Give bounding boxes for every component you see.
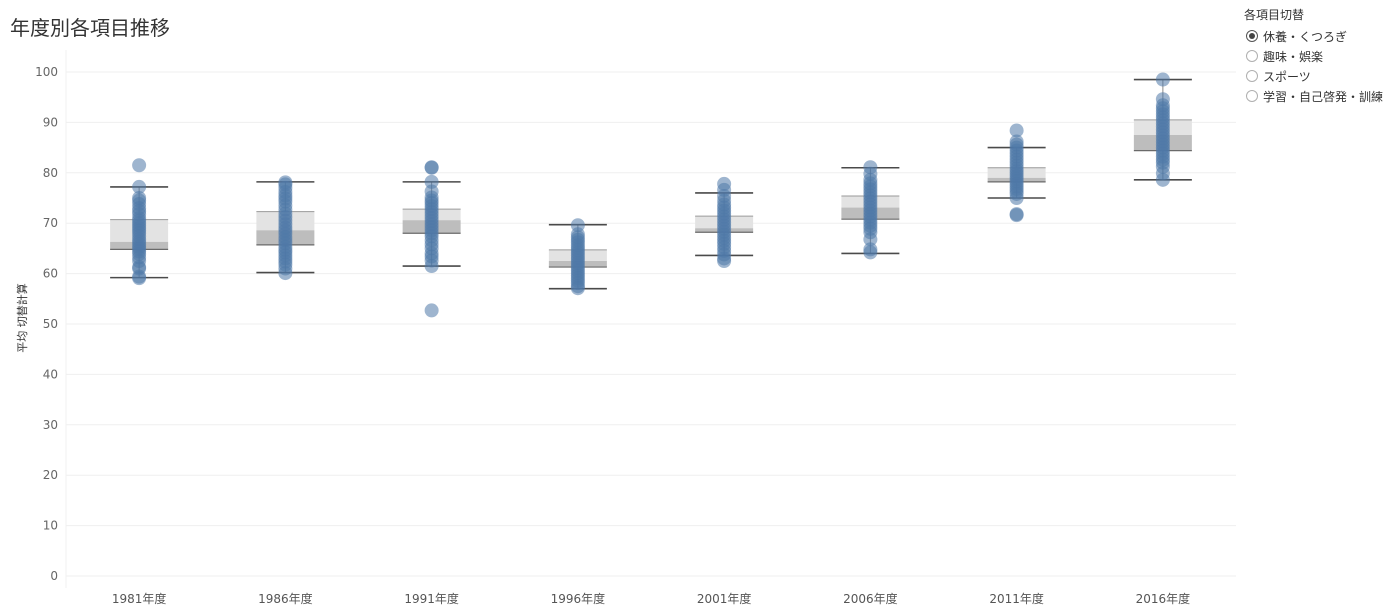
x-tick-label: 1981年度 [112, 591, 167, 606]
data-point[interactable] [863, 245, 878, 260]
x-tick-label: 1991年度 [404, 591, 459, 606]
y-tick-label: 40 [43, 367, 58, 381]
data-point[interactable] [1155, 172, 1170, 187]
data-point[interactable] [1009, 208, 1024, 223]
x-tick-label: 1986年度 [258, 591, 313, 606]
x-tick-label: 1996年度 [551, 591, 606, 606]
box-layer [110, 78, 1192, 290]
data-point[interactable] [132, 271, 147, 286]
legend-option-label: スポーツ [1263, 69, 1311, 84]
y-tick-label: 70 [43, 216, 58, 230]
data-point[interactable] [424, 174, 439, 189]
legend-option-label: 学習・自己啓発・訓練 [1263, 89, 1384, 104]
legend-option-shumi[interactable]: 趣味・娯楽 [1244, 46, 1383, 66]
x-tick-label: 2011年度 [989, 591, 1044, 606]
data-point[interactable] [278, 266, 293, 281]
radio-icon[interactable] [1246, 90, 1258, 102]
radio-icon[interactable] [1246, 30, 1258, 42]
radio-icon[interactable] [1246, 70, 1258, 82]
legend-option-label: 休養・くつろぎ [1263, 29, 1348, 44]
y-tick-label: 20 [43, 468, 58, 482]
legend-title: 各項目切替 [1244, 8, 1305, 22]
data-point[interactable] [717, 254, 732, 268]
y-tick-label: 0 [50, 569, 58, 583]
data-point[interactable] [1009, 123, 1024, 138]
y-axis-label: 平均 切替計算 [15, 283, 29, 353]
legend-option-label: 趣味・娯楽 [1263, 49, 1324, 64]
box-plot-chart: 0 10 20 30 40 50 60 70 80 90 100 1981年度 1986年度 1991年… [15, 50, 1236, 606]
item-switch-legend: 各項目切替 休養・くつろぎ 趣味・娯楽 スポーツ 学習・自己啓発・訓練 [1244, 6, 1383, 106]
data-point[interactable] [424, 160, 439, 175]
x-tick-label: 2001年度 [697, 591, 752, 606]
data-point[interactable] [424, 259, 439, 274]
y-tick-label: 90 [43, 115, 58, 129]
y-tick-label: 60 [43, 267, 58, 281]
gridlines [66, 71, 1236, 577]
data-point[interactable] [132, 179, 147, 194]
data-point[interactable] [863, 232, 878, 247]
page-title: 年度別各項目推移 [10, 16, 170, 40]
y-tick-label: 100 [35, 65, 58, 79]
data-point[interactable] [570, 281, 585, 296]
y-tick-label: 80 [43, 166, 58, 180]
legend-option-sports[interactable]: スポーツ [1244, 66, 1383, 86]
legend-option-gakushu[interactable]: 学習・自己啓発・訓練 [1244, 86, 1383, 106]
y-tick-label: 30 [43, 418, 58, 432]
point-layer [132, 72, 1170, 318]
data-point[interactable] [1155, 72, 1170, 87]
x-axis: 1981年度 1986年度 1991年度 1996年度 2001年度 2006年度 2011… [112, 591, 1190, 606]
y-tick-label: 10 [43, 519, 58, 533]
radio-icon[interactable] [1246, 50, 1258, 62]
x-tick-label: 2016年度 [1136, 591, 1191, 606]
legend-option-kyuyou[interactable]: 休養・くつろぎ [1244, 26, 1383, 46]
data-point[interactable] [424, 303, 439, 318]
data-point[interactable] [1009, 191, 1024, 205]
y-axis: 0 10 20 30 40 50 60 70 80 90 100 [35, 50, 67, 588]
y-tick-label: 50 [43, 317, 58, 331]
x-tick-label: 2006年度 [843, 591, 898, 606]
data-point[interactable] [132, 158, 147, 173]
